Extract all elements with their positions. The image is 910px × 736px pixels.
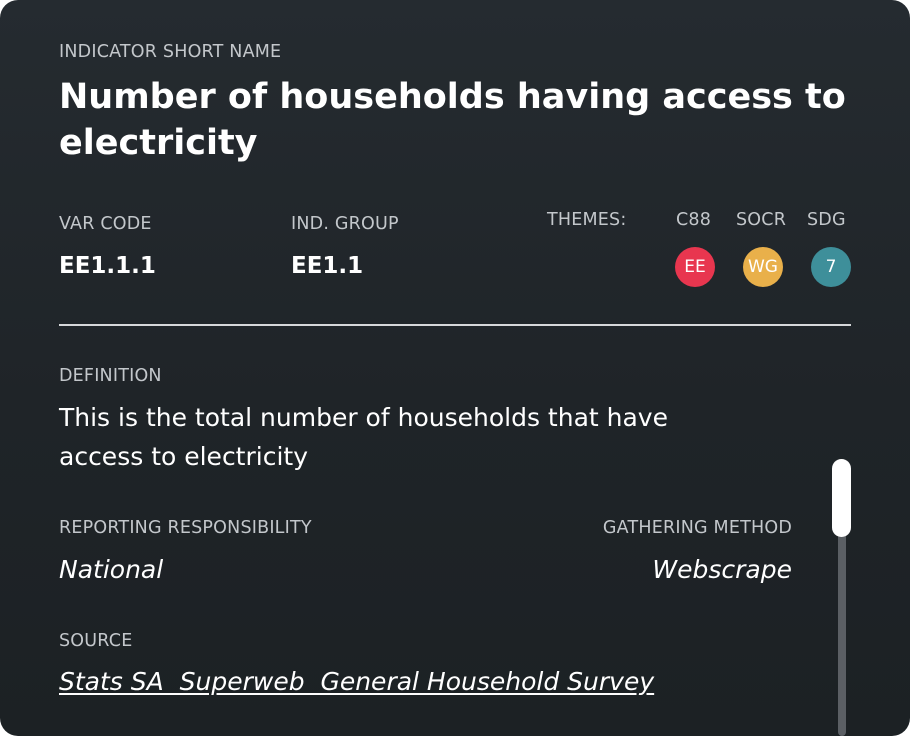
reporting-responsibility-label: REPORTING RESPONSIBILITY — [59, 518, 312, 538]
gathering-method-value: Webscrape — [652, 555, 792, 584]
themes-label: THEMES: — [547, 210, 627, 230]
source-label: SOURCE — [59, 631, 133, 651]
definition-text: This is the total number of households t… — [59, 403, 668, 471]
theme-badge-ee[interactable]: EE — [675, 247, 715, 287]
theme-header-socr: SOCR — [736, 210, 787, 230]
definition-label: DEFINITION — [59, 366, 162, 386]
theme-header-sdg: SDG — [807, 210, 846, 230]
var-code-value: EE1.1.1 — [59, 253, 156, 279]
source-link[interactable]: Stats SA Superweb General Household Surv… — [59, 667, 655, 696]
theme-badge-sdg-7[interactable]: 7 — [811, 247, 851, 287]
scrollbar-thumb[interactable] — [832, 459, 851, 537]
section-divider — [59, 324, 851, 326]
indicator-short-name-label: INDICATOR SHORT NAME — [59, 42, 282, 62]
gathering-method-label: GATHERING METHOD — [602, 518, 792, 538]
reporting-responsibility-value: National — [59, 555, 164, 584]
indicator-title: Number of households having access to el… — [59, 77, 846, 163]
theme-header-c88: C88 — [676, 210, 712, 230]
ind-group-value: EE1.1 — [291, 253, 364, 279]
scrollbar-track[interactable] — [838, 480, 846, 736]
ind-group-label: IND. GROUP — [291, 214, 399, 234]
theme-badge-wg[interactable]: WG — [743, 247, 783, 287]
var-code-label: VAR CODE — [59, 214, 152, 234]
